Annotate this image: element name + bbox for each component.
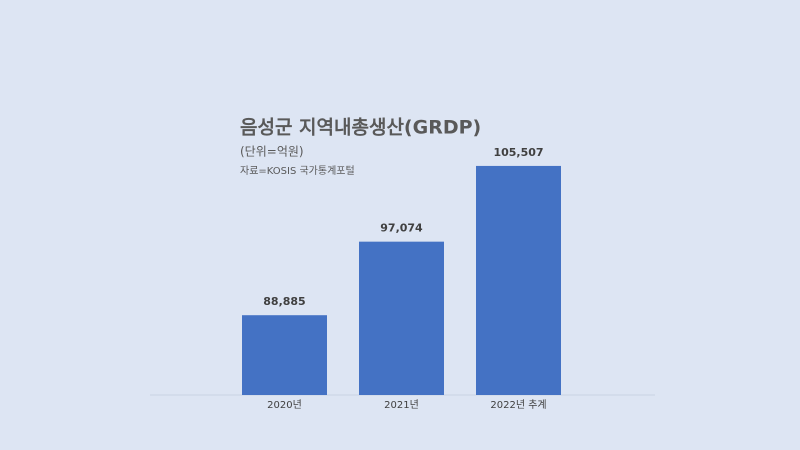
x-tick-label: 2021년	[384, 399, 419, 411]
x-tick-label: 2022년 추계	[490, 399, 546, 411]
data-label: 97,074	[380, 222, 423, 235]
chart-source: 자료=KOSIS 국가통계포털	[240, 165, 355, 177]
chart-title: 음성군 지역내총생산(GRDP)	[240, 117, 481, 139]
bar	[476, 165, 561, 395]
data-label: 105,507	[493, 146, 543, 159]
chart-subtitle: (단위=억원)	[240, 145, 304, 159]
bar	[359, 241, 444, 395]
x-tick-label: 2020년	[267, 399, 302, 411]
data-label: 88,885	[263, 295, 305, 308]
bar	[242, 315, 327, 395]
